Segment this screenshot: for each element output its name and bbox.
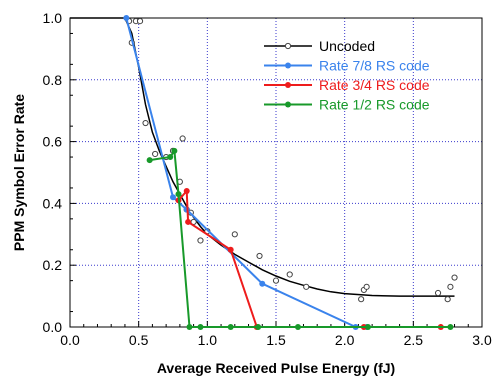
series-point xyxy=(227,324,234,330)
series-point xyxy=(365,324,372,330)
series-point xyxy=(167,154,174,161)
series-point xyxy=(294,324,301,330)
legend-label: Uncoded xyxy=(319,38,375,54)
legend-marker xyxy=(285,101,291,108)
uncoded-point xyxy=(451,274,458,281)
uncoded-point xyxy=(303,283,310,290)
series-point xyxy=(171,147,178,154)
series-point xyxy=(447,324,454,330)
series-point xyxy=(185,218,192,225)
legend-item: Rate 7/8 RS code xyxy=(264,58,430,74)
x-axis-label: Average Received Pulse Energy (fJ) xyxy=(157,360,395,376)
legend-item: Rate 3/4 RS code xyxy=(264,77,430,93)
uncoded-point xyxy=(286,271,293,278)
y-tick-label: 0.6 xyxy=(43,134,63,150)
x-tick-label: 1.5 xyxy=(266,332,286,348)
legend-item: Uncoded xyxy=(264,38,375,54)
y-tick-label: 0.0 xyxy=(43,319,63,335)
legend-label: Rate 3/4 RS code xyxy=(319,77,430,93)
series-point xyxy=(170,194,176,201)
legend-marker xyxy=(285,82,291,88)
legend-label: Rate 7/8 RS code xyxy=(319,58,430,74)
legend: Uncoded Rate 7/8 RS code Rate 3/4 RS code R… xyxy=(264,38,430,113)
x-tick-label: 3.0 xyxy=(472,332,492,348)
series-point xyxy=(186,324,193,330)
x-tick-label: 0.5 xyxy=(129,332,149,348)
uncoded-point xyxy=(434,289,442,297)
x-tick-label: 1.0 xyxy=(198,332,218,348)
uncoded-point xyxy=(152,150,159,158)
axis-ticks: 0.0 0.5 1.0 1.5 2.0 2.5 3.0 0.0 0.2 0.4 0.6 0.8 1.0 xyxy=(43,10,492,348)
series-point xyxy=(183,188,190,195)
uncoded-point xyxy=(256,252,263,260)
uncoded-point xyxy=(444,296,451,303)
uncoded-point xyxy=(136,17,144,25)
legend-label: Rate 1/2 RS code xyxy=(319,97,430,113)
series-point xyxy=(175,191,182,198)
x-tick-label: 2.0 xyxy=(335,332,355,348)
series-point xyxy=(146,157,153,164)
y-tick-label: 0.8 xyxy=(43,72,63,88)
uncoded-point xyxy=(231,231,238,238)
uncoded-point xyxy=(142,119,149,127)
uncoded-point xyxy=(447,283,454,290)
y-tick-label: 1.0 xyxy=(43,10,63,26)
uncoded-point xyxy=(363,283,370,290)
y-tick-label: 0.2 xyxy=(43,257,63,273)
series-2 xyxy=(175,188,444,330)
series-3 xyxy=(146,147,454,330)
y-tick-label: 0.4 xyxy=(43,195,63,211)
x-tick-label: 0.0 xyxy=(60,332,80,348)
series-point xyxy=(227,246,234,253)
series-point xyxy=(259,280,266,287)
x-tick-label: 2.5 xyxy=(404,332,424,348)
uncoded-point xyxy=(179,135,186,142)
uncoded-point xyxy=(272,277,280,284)
legend-item: Rate 1/2 RS code xyxy=(264,97,430,113)
legend-marker xyxy=(284,42,292,50)
series-layer xyxy=(70,15,458,330)
legend-marker xyxy=(285,62,291,69)
series-point xyxy=(123,15,130,21)
uncoded-point xyxy=(197,237,204,244)
series-point xyxy=(197,324,204,330)
y-axis-label: PPM Symbol Error Rate xyxy=(11,94,27,251)
uncoded-point xyxy=(358,296,365,303)
series-point xyxy=(255,324,262,330)
